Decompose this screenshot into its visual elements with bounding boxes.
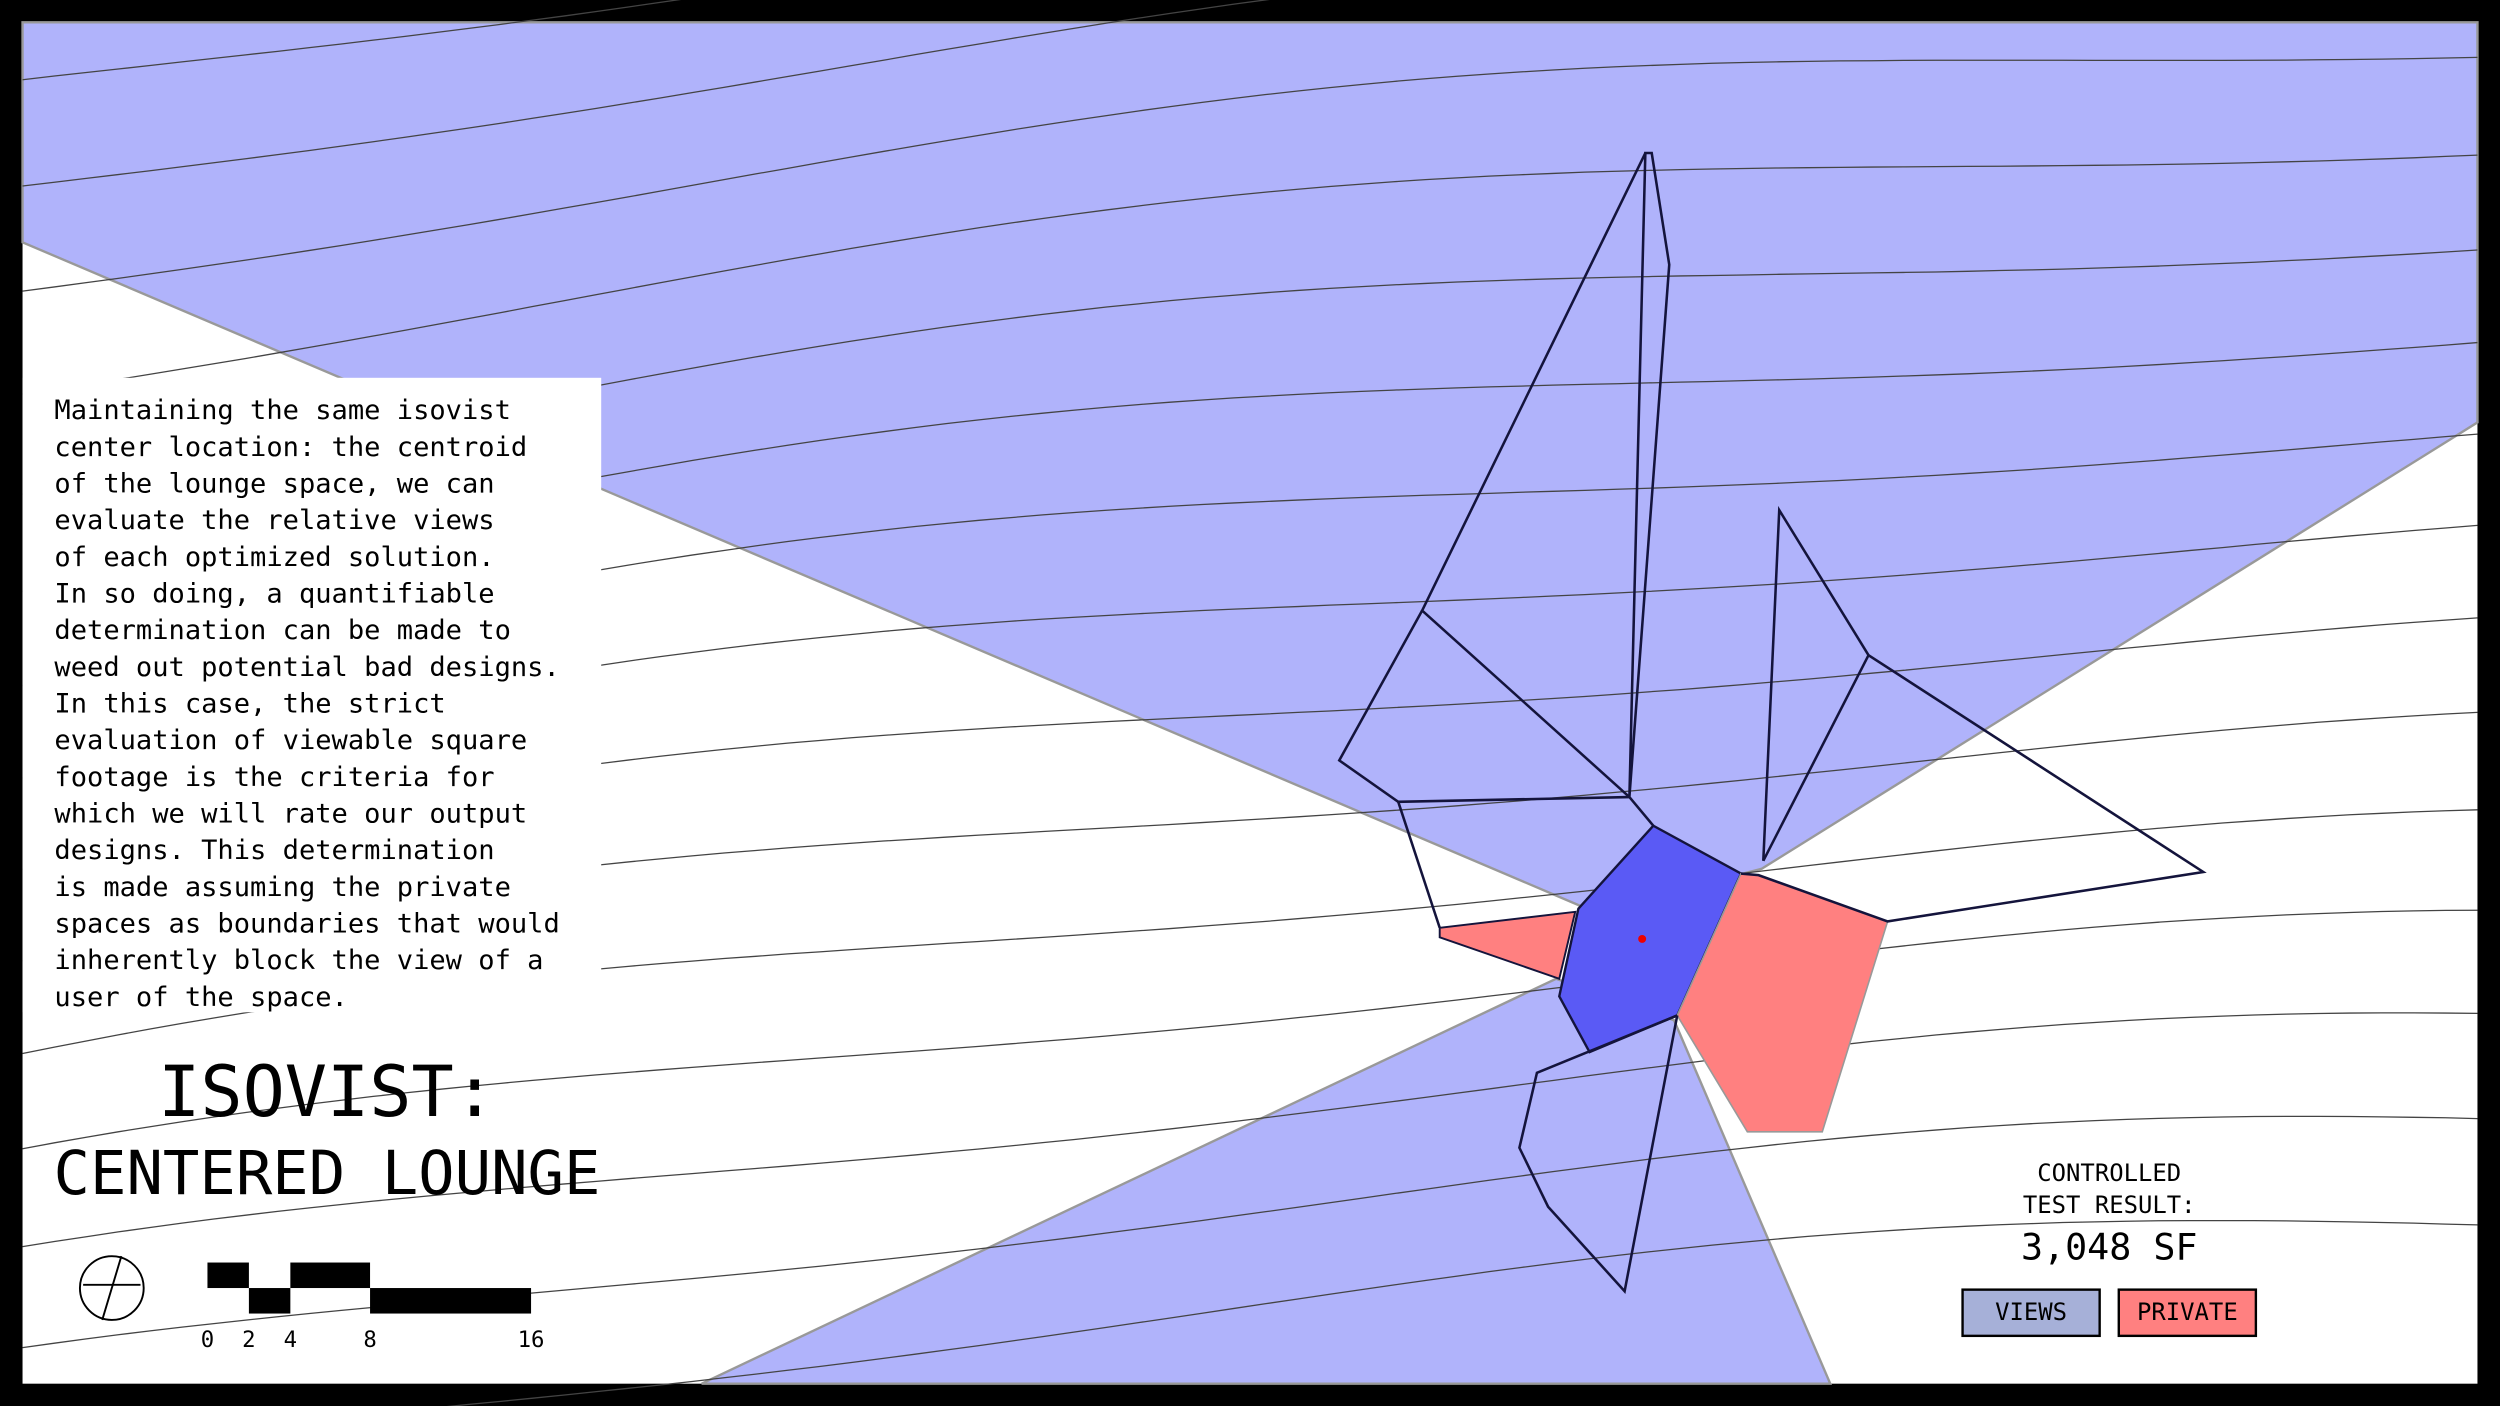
legend-swatch: [2117, 1288, 2258, 1338]
description-line: center location: the centroid: [54, 432, 527, 463]
description-line: of the lounge space, we can: [54, 469, 494, 500]
result-label: CONTROLLED: [2037, 1159, 2181, 1187]
text-panel: [22, 377, 602, 1013]
description-line: of each optimized solution.: [54, 542, 494, 573]
description-line: is made assuming the private: [54, 872, 510, 903]
isovist-center: [1638, 934, 1647, 943]
floor-plan: [1337, 151, 2207, 1294]
result-label: TEST RESULT:: [2023, 1191, 2196, 1219]
description-line: Maintaining the same isovist: [54, 395, 510, 426]
description-line: designs. This determination: [54, 835, 494, 866]
scale-label: 16: [518, 1327, 545, 1353]
description-line: which we will rate our output: [54, 799, 527, 830]
isovist-view-top: [21, 21, 2479, 914]
contour-line: [22, 909, 2478, 1150]
description-line: evaluation of viewable square: [54, 725, 527, 756]
legend-label: PRIVATE: [2137, 1298, 2238, 1326]
scale-label: 0: [201, 1327, 214, 1353]
description-line: evaluate the relative views: [54, 505, 494, 536]
north-arrow: [78, 1255, 145, 1321]
description-line: In this case, the strict: [54, 689, 445, 720]
scale-label: 8: [363, 1327, 376, 1353]
description-line: inherently block the view of a: [54, 945, 543, 976]
contour-line: [446, 1219, 2478, 1406]
contour-line: [22, 1012, 2478, 1248]
legend-label: VIEWS: [1995, 1298, 2067, 1326]
description-line: weed out potential bad designs.: [54, 652, 559, 683]
result-value: 3,048 SF: [2021, 1225, 2198, 1268]
private-space: [1438, 910, 1577, 981]
contour-line: [22, 56, 2478, 292]
title: ISOVIST:: [158, 1051, 496, 1133]
description-line: spaces as boundaries that would: [54, 909, 559, 940]
description-line: determination can be made to: [54, 615, 510, 646]
scale-label: 4: [284, 1327, 297, 1353]
contour-line: [22, 0, 1270, 187]
description-line: footage is the criteria for: [54, 762, 494, 793]
scale-bar: [207, 1262, 532, 1314]
contour-line: [22, 0, 682, 81]
scale-label: 2: [242, 1327, 255, 1353]
legend-swatch: [1961, 1288, 2101, 1338]
description: Maintaining the same isovist center locat…: [54, 395, 559, 1013]
contour-line: [22, 154, 2478, 395]
description-line: user of the space.: [54, 982, 347, 1013]
description-line: In so doing, a quantifiable: [54, 579, 494, 610]
subtitle: CENTERED LOUNGE: [54, 1139, 601, 1209]
